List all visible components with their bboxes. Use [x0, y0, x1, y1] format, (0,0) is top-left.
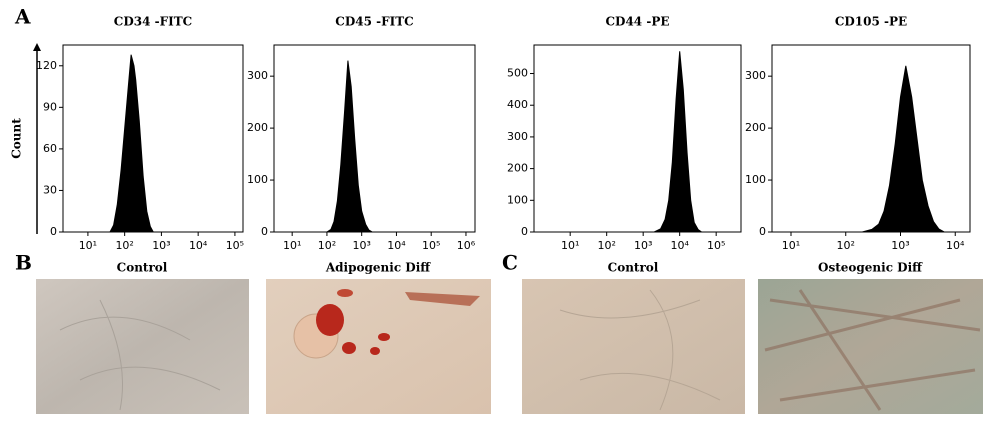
- texture: [59, 299, 221, 411]
- y-tick-label: 500: [507, 67, 528, 80]
- x-tick-label: 10³: [352, 239, 370, 252]
- images: [36, 279, 983, 414]
- lipid-droplet: [378, 333, 390, 341]
- panel-label: C: [502, 251, 518, 275]
- y-axis-label: Count: [10, 118, 24, 159]
- image-caption: Control: [608, 261, 659, 275]
- plot-frame: [273, 44, 476, 233]
- x-tick-label: 10³: [634, 239, 652, 252]
- chart-title: CD105 -PE: [835, 15, 907, 29]
- y-tick-label: 300: [745, 69, 766, 82]
- plot-frame: [533, 44, 742, 233]
- y-tick-label: 120: [36, 59, 57, 72]
- x-tick-label: 10⁴: [189, 239, 208, 252]
- x-tick-label: 10⁵: [226, 239, 244, 252]
- image-caption: Osteogenic Diff: [818, 261, 923, 275]
- y-tick-label: 0: [759, 225, 766, 238]
- image-caption: Adipogenic Diff: [325, 261, 431, 275]
- image-caption: Control: [117, 261, 168, 275]
- y-tick-label: 300: [507, 130, 528, 143]
- y-tick-label: 200: [507, 162, 528, 175]
- lipid-droplet: [316, 304, 344, 336]
- lipid-droplet: [342, 342, 356, 354]
- lipid-droplet: [370, 347, 380, 355]
- x-tick-label: 10⁴: [946, 239, 965, 252]
- y-tick-label: 90: [43, 100, 57, 113]
- panel-label: B: [15, 251, 32, 275]
- x-tick-label: 10²: [597, 239, 615, 252]
- x-tick-label: 10⁵: [422, 239, 440, 252]
- texture: [764, 289, 981, 411]
- y-tick-label: 200: [247, 121, 268, 134]
- y-tick-label: 60: [43, 142, 57, 155]
- x-tick-label: 10³: [891, 239, 909, 252]
- x-tick-label: 10¹: [283, 239, 301, 252]
- plot-frame: [62, 44, 244, 233]
- plot-frame: [771, 44, 971, 233]
- x-tick-label: 10²: [837, 239, 855, 252]
- histogram: [325, 60, 374, 233]
- y-tick-label: 100: [507, 193, 528, 206]
- x-tick-label: 10⁴: [670, 239, 689, 252]
- histogram: [109, 54, 155, 233]
- y-tick-label: 100: [247, 173, 268, 186]
- y-tick-label: 30: [43, 183, 57, 196]
- y-tick-label: 300: [247, 69, 268, 82]
- micrograph: [758, 279, 983, 414]
- chart-title: CD44 -PE: [606, 15, 670, 29]
- panel-label: A: [14, 5, 31, 29]
- x-tick-label: 10⁶: [457, 239, 476, 252]
- x-tick-label: 10³: [152, 239, 170, 252]
- x-tick-label: 10⁴: [387, 239, 406, 252]
- micrograph: [522, 279, 745, 414]
- histogram: [862, 65, 947, 233]
- y-tick-label: 0: [261, 225, 268, 238]
- y-tick-label: 100: [745, 173, 766, 186]
- arrow-head: [33, 43, 41, 51]
- y-tick-label: 200: [745, 121, 766, 134]
- chart-title: CD34 -FITC: [114, 15, 192, 29]
- x-tick-label: 10¹: [79, 239, 97, 252]
- y-tick-label: 0: [50, 225, 57, 238]
- chart-title: CD45 -FITC: [335, 15, 413, 29]
- x-tick-label: 10¹: [782, 239, 800, 252]
- histogram: [653, 51, 704, 233]
- texture: [559, 289, 721, 411]
- micrograph: [36, 279, 249, 414]
- texture: [405, 292, 480, 306]
- x-tick-label: 10²: [318, 239, 336, 252]
- x-tick-label: 10¹: [561, 239, 579, 252]
- x-tick-label: 10⁵: [707, 239, 725, 252]
- y-tick-label: 0: [521, 225, 528, 238]
- lipid-droplet: [337, 289, 353, 297]
- y-tick-label: 400: [507, 98, 528, 111]
- x-tick-label: 10²: [115, 239, 133, 252]
